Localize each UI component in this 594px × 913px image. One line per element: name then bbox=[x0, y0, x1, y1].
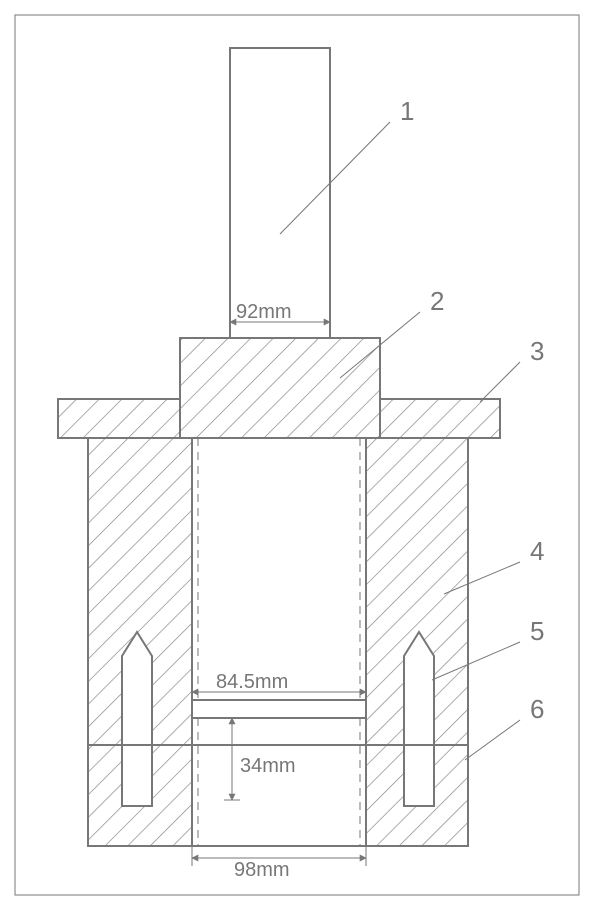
callout-1: 1 bbox=[280, 96, 414, 234]
svg-text:34mm: 34mm bbox=[240, 755, 296, 777]
svg-text:5: 5 bbox=[530, 616, 544, 646]
callout-3: 3 bbox=[480, 336, 544, 402]
part-2 bbox=[180, 338, 380, 438]
svg-text:84.5mm: 84.5mm bbox=[216, 671, 288, 693]
svg-text:98mm: 98mm bbox=[234, 859, 290, 881]
callout-6: 6 bbox=[465, 694, 544, 760]
svg-text:6: 6 bbox=[530, 694, 544, 724]
svg-text:2: 2 bbox=[430, 286, 444, 316]
drawing bbox=[58, 48, 500, 846]
svg-text:92mm: 92mm bbox=[236, 301, 292, 323]
svg-text:3: 3 bbox=[530, 336, 544, 366]
svg-text:4: 4 bbox=[530, 536, 544, 566]
svg-text:1: 1 bbox=[400, 96, 414, 126]
